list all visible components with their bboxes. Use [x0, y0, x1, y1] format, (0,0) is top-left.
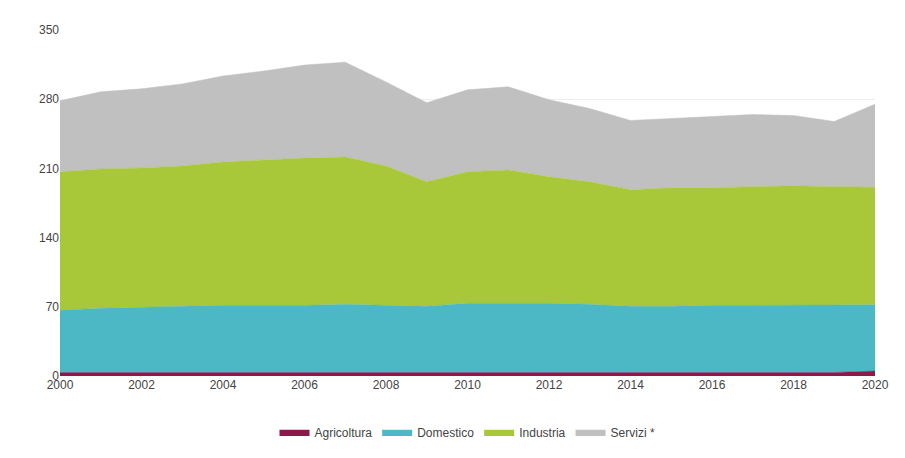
svg-text:280: 280 — [39, 92, 59, 106]
svg-text:140: 140 — [39, 231, 59, 245]
svg-text:2020: 2020 — [862, 378, 889, 392]
svg-text:2004: 2004 — [210, 378, 237, 392]
svg-text:2006: 2006 — [291, 378, 318, 392]
svg-text:70: 70 — [46, 300, 60, 314]
svg-text:Servizi *: Servizi * — [611, 426, 655, 440]
svg-text:2012: 2012 — [536, 378, 563, 392]
svg-text:2010: 2010 — [454, 378, 481, 392]
svg-text:Agricoltura: Agricoltura — [315, 426, 373, 440]
svg-text:Industria: Industria — [519, 426, 565, 440]
svg-text:2016: 2016 — [699, 378, 726, 392]
svg-text:350: 350 — [39, 23, 59, 37]
svg-text:2008: 2008 — [373, 378, 400, 392]
svg-text:Domestico: Domestico — [417, 426, 474, 440]
svg-text:2014: 2014 — [617, 378, 644, 392]
svg-text:2018: 2018 — [780, 378, 807, 392]
svg-text:210: 210 — [39, 162, 59, 176]
svg-text:0: 0 — [52, 369, 59, 383]
svg-text:2000: 2000 — [47, 378, 74, 392]
svg-text:2002: 2002 — [128, 378, 155, 392]
